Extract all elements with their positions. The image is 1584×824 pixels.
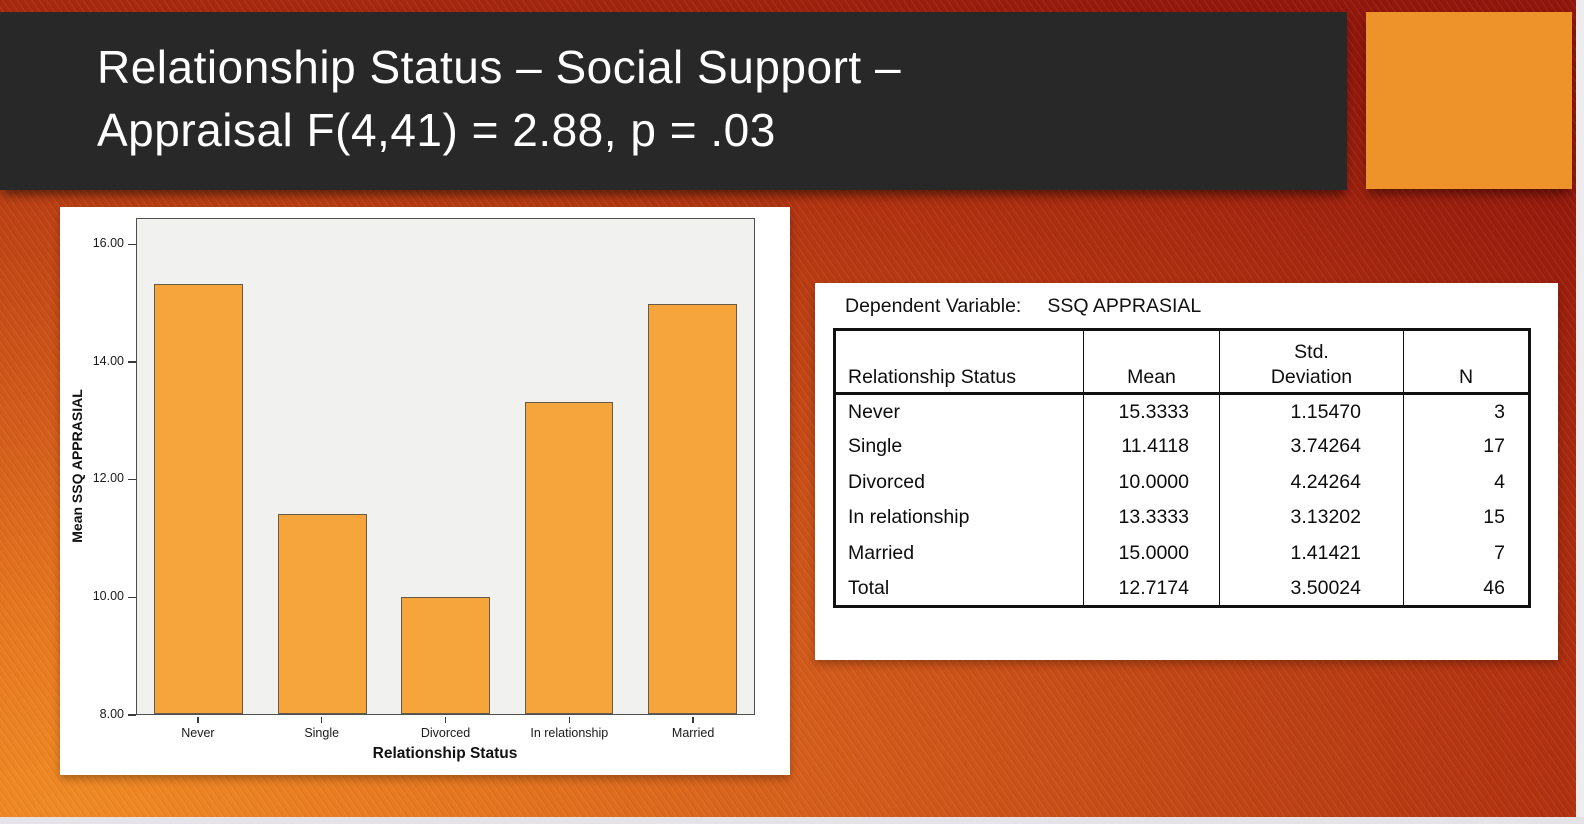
mean-value: 15.0000 [1083, 535, 1220, 571]
x-tick-mark [692, 716, 694, 723]
x-tick-mark [197, 716, 199, 723]
plot-area [136, 218, 755, 715]
row-label: Total [834, 571, 1084, 607]
y-tick-label: 8.00 [99, 706, 124, 721]
row-label: Single [834, 429, 1084, 465]
x-category-label: In relationship [530, 726, 609, 740]
x-tick-mark [568, 716, 571, 723]
bar-married [647, 303, 737, 714]
x-axis-title: Relationship Status [372, 745, 518, 762]
y-tick-mark [128, 243, 136, 246]
descriptives-table: Relationship Status Mean Std. Deviation … [833, 328, 1531, 608]
table-header-row: Relationship Status Mean Std. Deviation … [834, 329, 1530, 395]
std-deviation-value: 1.41421 [1219, 535, 1404, 571]
mean-value: 12.7174 [1083, 571, 1220, 607]
row-label: Divorced [834, 464, 1084, 500]
mean-value: 10.0000 [1083, 464, 1220, 500]
row-label: Married [834, 535, 1084, 571]
bar-slot [260, 219, 383, 714]
x-tick-mark [444, 716, 447, 723]
mean-value: 15.3333 [1083, 393, 1220, 429]
bar-slot [137, 219, 260, 714]
table-row: Single 11.4118 3.74264 17 [834, 429, 1530, 465]
table-row: Divorced 10.0000 4.24264 4 [834, 464, 1530, 500]
slide-title-line2: Appraisal F(4,41) = 2.88, p = .03 [97, 104, 776, 157]
col-header-std-deviation: Std. Deviation [1219, 329, 1404, 395]
row-label: Never [834, 393, 1084, 429]
bar-divorced [401, 596, 490, 714]
col-header-n: N [1403, 329, 1530, 395]
bar-never [154, 284, 244, 714]
n-value: 17 [1403, 429, 1530, 465]
table-row: Married 15.0000 1.41421 7 [834, 535, 1530, 571]
window-edge-bottom [0, 817, 1584, 824]
std-deviation-value: 4.24264 [1219, 464, 1404, 500]
y-tick-mark [128, 361, 136, 363]
bar-chart-panel: Mean SSQ APPRASIAL 8.00 10.00 12.00 14.00 16… [60, 207, 790, 775]
slide-title-bar: Relationship Status – Social Support – A… [0, 12, 1347, 190]
x-category-label: Never [181, 726, 215, 740]
bar-slot [631, 219, 754, 714]
stats-table-panel: Dependent Variable: SSQ APPRASIAL Relati… [815, 283, 1558, 660]
accent-square [1366, 12, 1572, 189]
x-tick-mark [320, 716, 323, 723]
table-row: Never 15.3333 1.15470 3 [834, 393, 1530, 429]
table-row: In relationship 13.3333 3.13202 15 [834, 500, 1530, 536]
n-value: 7 [1403, 535, 1530, 571]
col-header-mean: Mean [1083, 329, 1220, 395]
col-header-relationship-status: Relationship Status [834, 329, 1084, 395]
row-label: In relationship [834, 500, 1084, 536]
slide-title-line1: Relationship Status – Social Support – [97, 41, 902, 93]
y-tick-label: 10.00 [92, 588, 124, 603]
y-tick-mark [128, 714, 136, 716]
x-category-label: Divorced [420, 726, 471, 740]
n-value: 3 [1403, 393, 1530, 429]
window-edge-right [1576, 0, 1584, 824]
n-value: 4 [1403, 464, 1530, 500]
bar-slot [507, 219, 630, 714]
y-axis-title: Mean SSQ APPRASIAL [69, 389, 85, 543]
bar-in-relationship [524, 401, 614, 714]
bar-slot [384, 219, 507, 714]
x-category-label: Married [671, 726, 715, 740]
mean-value: 13.3333 [1083, 500, 1220, 536]
slide-title: Relationship Status – Social Support – A… [0, 12, 1347, 162]
std-deviation-value: 1.15470 [1219, 393, 1404, 429]
dependent-variable-value: SSQ APPRASIAL [1047, 295, 1202, 317]
y-tick-mark [128, 478, 136, 481]
y-tick-label: 12.00 [92, 471, 124, 486]
std-deviation-value: 3.50024 [1219, 571, 1404, 607]
y-tick-label: 16.00 [92, 235, 124, 250]
bar-single [277, 514, 367, 714]
n-value: 46 [1403, 571, 1530, 607]
mean-value: 11.4118 [1083, 429, 1220, 465]
bars-row [137, 219, 754, 714]
n-value: 15 [1403, 500, 1530, 536]
table-row: Total 12.7174 3.50024 46 [834, 571, 1530, 607]
y-tick-mark [128, 596, 136, 599]
std-deviation-value: 3.74264 [1219, 429, 1404, 465]
table-caption: Dependent Variable: SSQ APPRASIAL [845, 295, 1201, 318]
dependent-variable-label: Dependent Variable: [845, 295, 1022, 317]
y-tick-label: 14.00 [92, 353, 124, 368]
x-category-label: Single [304, 726, 340, 740]
std-deviation-value: 3.13202 [1219, 500, 1404, 536]
